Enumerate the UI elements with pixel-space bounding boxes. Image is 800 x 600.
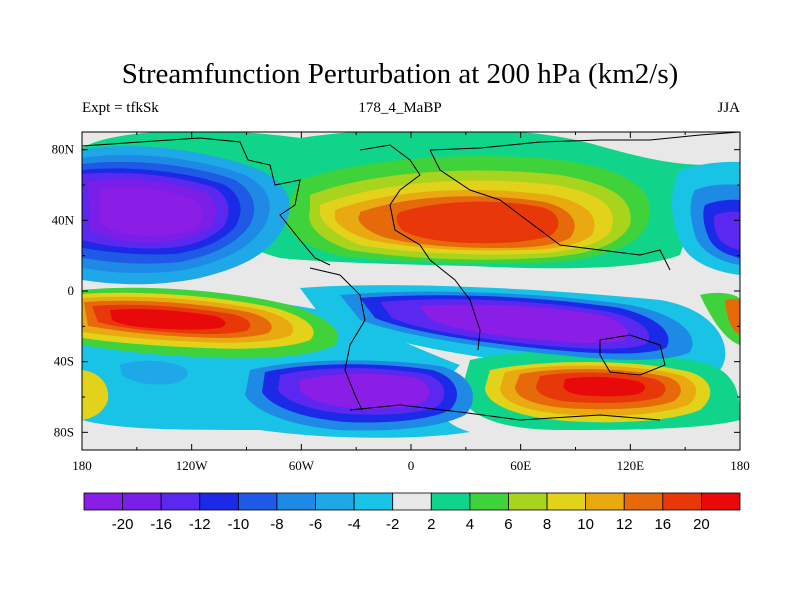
contour-fill-io-purple2	[420, 304, 628, 343]
colorbar-label: -2	[386, 516, 399, 533]
coast-asia	[429, 132, 740, 271]
colorbar-swatch	[469, 492, 509, 511]
colorbar-swatch	[585, 492, 625, 511]
x-tick-label: 120E	[617, 458, 645, 473]
colorbar-label: -16	[150, 516, 172, 533]
contour-fill-sw-darkred	[110, 308, 226, 330]
x-tick-label: 60W	[289, 458, 315, 473]
colorbar-label: -12	[189, 516, 211, 533]
contour-fill-right-orange	[725, 299, 740, 335]
y-tick-label: 80N	[52, 142, 75, 157]
colorbar-label: 16	[654, 516, 671, 533]
colorbar-label: 10	[577, 516, 594, 533]
y-tick-label: 40S	[54, 354, 74, 369]
contour-fill-soh-darkred	[563, 376, 646, 397]
coast-antarctica	[349, 404, 661, 421]
colorbar: -20 -16 -12 -10 -8 -6 -4 -2 2 4 6 8 10 12 16 20	[83, 492, 741, 533]
colorbar-label: 2	[427, 516, 435, 533]
colorbar-swatch	[83, 492, 123, 511]
contour-fill-so-purple2	[300, 373, 430, 409]
x-tick-label: 120W	[176, 458, 209, 473]
colorbar-label: -20	[112, 516, 134, 533]
y-tick-label: 0	[68, 283, 75, 298]
contour-fill-nw-purple3	[100, 187, 203, 236]
coast-australia	[599, 334, 666, 376]
colorbar-label: 20	[693, 516, 710, 533]
contour-fill-ne-purple	[713, 211, 740, 250]
x-tick-label: 180	[72, 458, 92, 473]
coast-north-america	[82, 137, 331, 266]
coast-south-america	[309, 267, 366, 411]
contour-fill-sw-smallblue	[120, 360, 188, 385]
y-axis: 80N 40N 0 40S 80S	[52, 142, 740, 439]
colorbar-swatch	[392, 492, 432, 511]
season-label: JJA	[717, 100, 740, 116]
map-plot-area	[82, 132, 740, 450]
colorbar-swatch	[160, 492, 201, 511]
colorbar-swatch	[430, 492, 471, 511]
y-tick-label: 40N	[52, 212, 75, 227]
colorbar-label: 6	[504, 516, 512, 533]
coastlines	[82, 132, 740, 421]
colorbar-swatch	[701, 492, 741, 511]
colorbar-label: -10	[228, 516, 250, 533]
colorbar-swatch	[122, 492, 162, 511]
colorbar-label: 12	[616, 516, 633, 533]
colorbar-swatch	[662, 492, 702, 511]
colorbar-swatch	[276, 492, 316, 511]
colorbar-swatch	[199, 492, 239, 511]
contour-fill-swcorner	[82, 370, 109, 420]
coast-europe-africa	[359, 144, 481, 351]
x-tick-label: 60E	[510, 458, 531, 473]
colorbar-swatch	[508, 492, 548, 511]
colorbar-swatch	[237, 492, 278, 511]
x-tick-label: 180	[730, 458, 750, 473]
colorbar-label: -4	[347, 516, 360, 533]
colorbar-swatch	[546, 492, 587, 511]
colorbar-swatch	[353, 492, 394, 511]
case-label: 178_4_MaBP	[358, 100, 442, 116]
x-axis: 180 120W 60W 0 60E 120E 180	[72, 132, 750, 473]
colorbar-swatch	[623, 492, 664, 511]
colorbar-label: 8	[543, 516, 551, 533]
colorbar-label: -6	[309, 516, 322, 533]
contour-fill-nh-red	[396, 201, 559, 244]
x-tick-label: 0	[408, 458, 415, 473]
chart-title: Streamfunction Perturbation at 200 hPa (…	[121, 58, 679, 90]
colorbar-label: 4	[466, 516, 474, 533]
experiment-label: Expt = tfkSk	[82, 100, 159, 116]
colorbar-swatch	[315, 492, 355, 511]
colorbar-label: -8	[270, 516, 283, 533]
y-tick-label: 80S	[54, 424, 74, 439]
